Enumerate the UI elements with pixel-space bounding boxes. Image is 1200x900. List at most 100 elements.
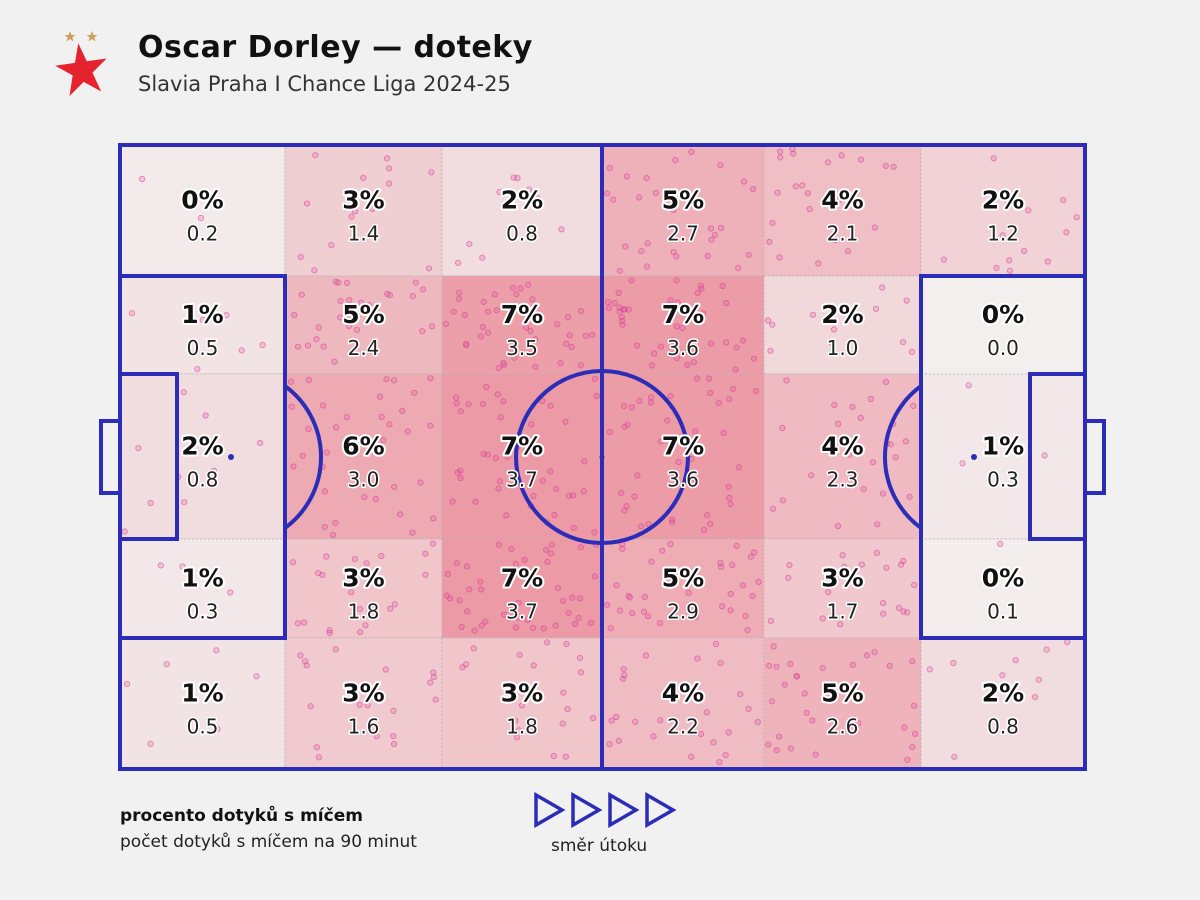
touch-dot	[872, 305, 880, 312]
touch-dot	[297, 652, 304, 659]
cell-per90-label: 0.3	[987, 468, 1019, 492]
touch-dot	[804, 190, 812, 197]
touch-dot	[593, 392, 600, 400]
touch-dot	[375, 312, 382, 319]
heatmap-cell	[441, 144, 603, 277]
cell-percent-label: 3%	[821, 564, 863, 593]
touch-dot	[364, 702, 371, 709]
touch-dot	[742, 612, 749, 620]
touch-dot	[1043, 646, 1050, 653]
touch-dot	[638, 248, 645, 255]
touch-dot	[563, 640, 570, 648]
touch-dot	[703, 709, 710, 716]
penalty-spot-left	[228, 454, 234, 460]
touch-dot	[880, 599, 887, 607]
touch-dot	[773, 663, 780, 670]
touch-dot	[725, 483, 732, 490]
touch-dot	[462, 661, 470, 668]
cell-percent-label: 2%	[181, 432, 223, 461]
cell-per90-label: 0.3	[187, 600, 219, 624]
touch-dot	[745, 251, 752, 258]
touch-dot	[824, 159, 832, 166]
cell-percent-label: 2%	[982, 679, 1024, 708]
touch-dot	[321, 488, 328, 495]
touch-dot	[785, 574, 792, 582]
heatmap-cell	[601, 373, 765, 540]
touch-dot	[735, 264, 742, 272]
touch-dot	[674, 299, 681, 306]
cell-per90-label: 0.1	[987, 600, 1019, 624]
heatmap-cell	[763, 275, 922, 375]
touch-dot	[147, 499, 154, 507]
touch-dot	[628, 404, 635, 411]
touch-dot	[694, 289, 701, 296]
touch-dot	[492, 454, 499, 462]
touch-dot	[328, 242, 335, 249]
touch-dot	[509, 284, 517, 291]
cell-percent-label: 1%	[181, 300, 223, 329]
touch-dot	[214, 725, 221, 733]
touch-dot	[495, 541, 502, 548]
touch-dot	[566, 332, 573, 339]
touch-dot	[582, 332, 590, 339]
touch-dot	[1035, 676, 1042, 683]
touch-dot	[749, 185, 757, 193]
touch-dot	[181, 499, 188, 506]
touch-dot	[577, 307, 585, 315]
touch-dot	[372, 495, 379, 503]
touch-dot	[351, 555, 358, 563]
cell-per90-label: 2.1	[827, 222, 859, 246]
cell-per90-label: 2.7	[667, 222, 699, 246]
cell-percent-label: 3%	[342, 679, 384, 708]
touch-dot	[857, 156, 865, 163]
touch-dot	[477, 333, 484, 340]
touch-dot	[812, 751, 819, 758]
touch-dot	[624, 421, 631, 428]
touch-dot	[845, 451, 853, 458]
touch-dot	[552, 622, 559, 629]
touch-dot	[343, 279, 351, 286]
touch-dot	[628, 277, 635, 284]
touch-dot	[836, 196, 843, 204]
touch-dot	[719, 282, 726, 290]
touch-dot	[745, 705, 752, 713]
touch-dot	[645, 520, 652, 528]
touch-dot	[710, 739, 717, 746]
touch-dot	[290, 463, 297, 470]
touch-dot	[450, 308, 457, 315]
touch-dot	[844, 248, 852, 255]
chart-subtitle: Slavia Praha I Chance Liga 2024-25	[138, 72, 511, 96]
touch-dot	[480, 298, 487, 305]
touch-dot	[581, 458, 588, 465]
arrow-icon	[608, 792, 640, 828]
touch-dot	[534, 195, 541, 202]
touch-dot	[503, 512, 510, 519]
touch-dot	[223, 312, 230, 319]
touch-dot	[591, 529, 598, 536]
touch-dot	[693, 203, 700, 210]
touch-dot	[551, 511, 558, 519]
touch-dot	[887, 441, 894, 448]
touch-dot	[471, 627, 478, 634]
touch-dot	[664, 302, 671, 309]
touch-dot	[640, 608, 648, 615]
touch-dot	[348, 213, 355, 220]
touch-dot	[456, 289, 463, 296]
cell-per90-label: 2.9	[667, 600, 699, 624]
touch-dot	[787, 660, 794, 668]
touch-dot	[432, 696, 439, 703]
touch-dot	[635, 194, 643, 201]
touch-dot	[357, 628, 364, 636]
touch-dot	[603, 601, 611, 608]
touch-dot	[135, 445, 142, 452]
touch-dot	[524, 281, 532, 288]
touch-dot	[517, 285, 524, 292]
touch-dot	[779, 424, 786, 431]
touch-dot	[667, 297, 674, 304]
touch-dot	[801, 690, 808, 697]
touch-dot	[799, 182, 806, 189]
touch-dot	[644, 240, 651, 247]
cell-percent-label: 1%	[982, 432, 1024, 461]
touch-dot	[613, 713, 620, 721]
touch-dot	[717, 224, 725, 231]
